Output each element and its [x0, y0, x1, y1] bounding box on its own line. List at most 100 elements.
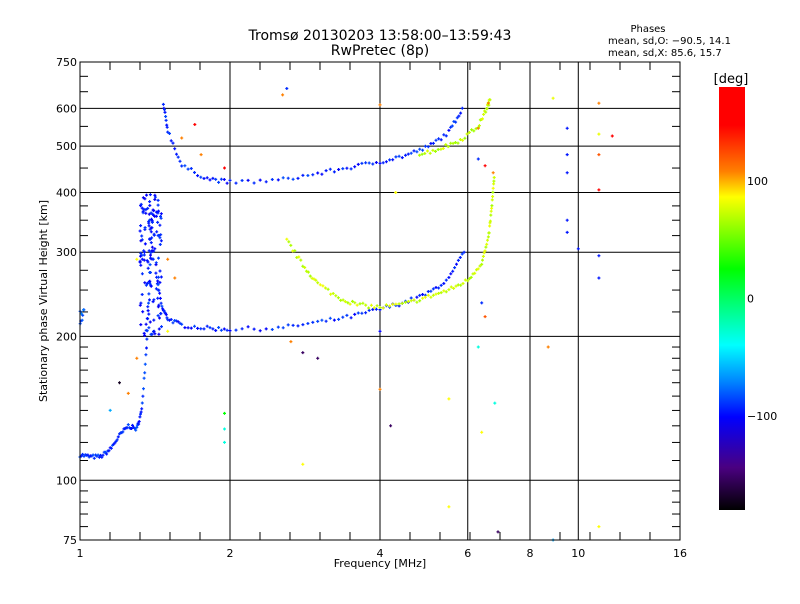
trace-point	[163, 108, 166, 112]
x-tick-label: 8	[527, 547, 534, 560]
trace-point	[490, 204, 494, 208]
trace-point	[310, 276, 314, 280]
scatter-point	[546, 345, 550, 349]
trace-point	[489, 213, 493, 217]
cloud-point	[148, 200, 152, 204]
cloud-point	[149, 226, 153, 230]
trace-point	[326, 287, 330, 291]
trace-point	[436, 148, 440, 151]
trace-point	[164, 115, 168, 118]
cloud-point	[156, 220, 160, 224]
cloud-point	[156, 198, 160, 202]
trace-point	[154, 271, 158, 275]
trace-point	[329, 292, 333, 296]
cloud-point	[139, 263, 143, 267]
trace-point	[466, 279, 470, 283]
scatter-point	[565, 218, 569, 222]
trace-point	[196, 326, 200, 330]
phases-x-stats: mean, sd,X: 85.6, 15.7	[608, 48, 722, 59]
trace-point	[431, 141, 435, 145]
trace-point	[489, 209, 493, 213]
trace-point	[101, 453, 105, 457]
trace-point	[461, 138, 465, 142]
cloud-point	[146, 266, 150, 270]
trace-point	[374, 307, 378, 311]
cloud-point	[148, 279, 152, 283]
trace-point	[305, 269, 308, 273]
trace-point	[458, 138, 462, 141]
trace-point	[463, 278, 467, 282]
trace-point	[446, 145, 450, 149]
trace-point	[186, 326, 190, 330]
trace-point	[183, 164, 187, 168]
scatter-point	[173, 276, 177, 280]
trace-point	[482, 251, 486, 255]
trace-point	[462, 250, 466, 254]
trace-point	[270, 328, 274, 331]
trace-point	[492, 182, 496, 186]
trace-point	[291, 177, 295, 181]
trace-point	[297, 255, 301, 259]
trace-point	[468, 277, 471, 281]
trace-point	[449, 272, 453, 276]
cloud-point	[156, 288, 160, 292]
trace-point	[477, 124, 481, 128]
trace-point	[394, 155, 398, 159]
trace-point	[381, 306, 385, 310]
cloud-point	[143, 281, 147, 285]
trace-point	[202, 177, 206, 180]
trace-point	[222, 327, 226, 331]
trace-point	[161, 102, 165, 106]
trace-point	[219, 328, 223, 332]
cloud-point	[158, 316, 161, 320]
cloud-point	[144, 328, 148, 332]
scatter-point	[597, 525, 601, 529]
trace-point	[144, 353, 148, 357]
cloud-point	[153, 198, 157, 201]
trace-point	[234, 181, 238, 185]
cloud-point	[159, 312, 163, 316]
trace-point	[147, 301, 150, 305]
cloud-point	[152, 232, 156, 236]
cloud-point	[146, 305, 150, 309]
cloud-point	[142, 253, 146, 257]
trace-point	[367, 306, 371, 310]
trace-point	[341, 315, 345, 319]
cloud-point	[138, 229, 142, 233]
cloud-point	[148, 320, 152, 324]
trace-point	[301, 323, 305, 327]
y-axis-label: Stationary phase Virtual Height [km]	[37, 200, 50, 402]
scatter-point	[126, 391, 130, 395]
trace-point	[484, 110, 488, 114]
cloud-point	[143, 242, 147, 246]
trace-point	[211, 327, 215, 331]
trace-point	[225, 328, 229, 332]
trace-point	[463, 136, 467, 140]
trace-point	[258, 329, 262, 333]
trace-point	[490, 206, 494, 210]
trace-point	[306, 270, 310, 274]
y-tick-label: 600	[56, 102, 77, 115]
trace-point	[109, 446, 113, 450]
trace-point	[455, 116, 459, 120]
scatter-point	[565, 230, 569, 234]
cloud-point	[144, 322, 148, 326]
trace-point	[421, 148, 425, 152]
trace-point	[270, 178, 274, 181]
trace-point	[437, 137, 441, 141]
trace-point	[321, 284, 325, 288]
trace-point	[455, 262, 458, 266]
trace-point	[164, 313, 168, 317]
trace-point	[168, 318, 171, 322]
trace-point	[458, 256, 462, 259]
cloud-point	[148, 204, 152, 207]
trace-point	[146, 309, 150, 313]
cloud-point	[157, 256, 160, 260]
trace-point	[451, 141, 455, 145]
trace-point	[490, 198, 494, 202]
trace-point	[316, 281, 320, 285]
trace-point	[439, 283, 443, 287]
trace-point	[276, 325, 280, 329]
scatter-point	[108, 408, 112, 412]
